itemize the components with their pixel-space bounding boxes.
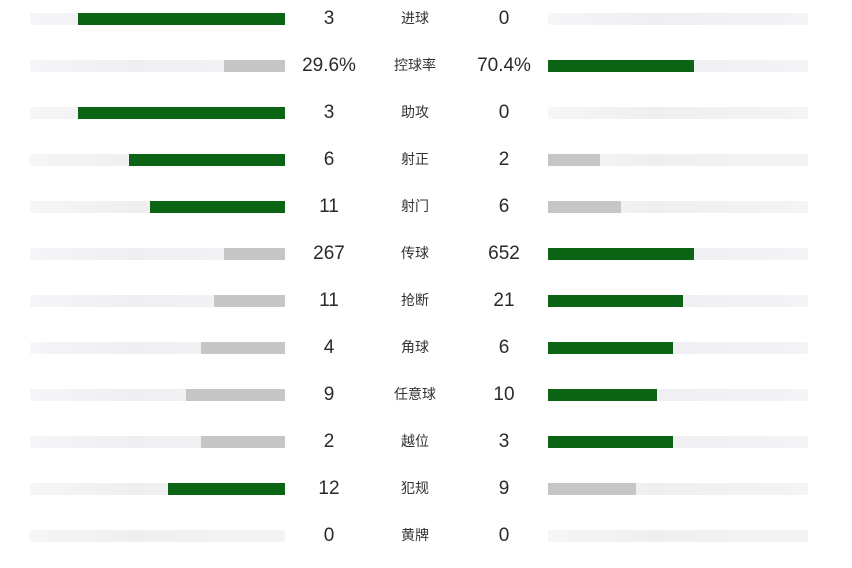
away-bar — [548, 248, 694, 260]
home-bar-track — [30, 248, 285, 260]
away-bar — [548, 436, 673, 448]
stat-row: 267 传球 652 — [0, 235, 852, 282]
home-bar — [200, 342, 285, 354]
away-value: 6 — [498, 337, 510, 358]
home-value: 0 — [323, 525, 335, 546]
away-bar — [548, 201, 621, 213]
home-bar-track — [30, 389, 285, 401]
stat-row: 6 射正 2 — [0, 141, 852, 188]
stat-row: 4 角球 6 — [0, 329, 852, 376]
stat-label: 进球 — [401, 11, 429, 27]
stat-row: 9 任意球 10 — [0, 376, 852, 423]
home-value: 12 — [318, 478, 340, 499]
home-bar — [78, 107, 285, 119]
home-value: 11 — [319, 196, 339, 217]
home-bar-track — [30, 154, 285, 166]
away-bar-track — [548, 13, 808, 25]
away-value: 3 — [498, 431, 510, 452]
home-value: 3 — [323, 8, 335, 29]
stat-label: 任意球 — [394, 387, 436, 403]
home-value: 9 — [323, 384, 335, 405]
home-bar — [200, 436, 285, 448]
home-value: 267 — [313, 243, 345, 264]
home-bar-track — [30, 530, 285, 542]
away-value: 652 — [488, 243, 520, 264]
home-bar — [213, 295, 285, 307]
away-bar-track — [548, 342, 808, 354]
away-bar — [548, 60, 694, 72]
home-value: 2 — [323, 431, 335, 452]
home-bar-track — [30, 436, 285, 448]
away-bar-track — [548, 389, 808, 401]
away-bar-track — [548, 60, 808, 72]
home-bar-track — [30, 342, 285, 354]
away-bar-track — [548, 201, 808, 213]
stat-row: 11 射门 6 — [0, 188, 852, 235]
away-value: 6 — [498, 196, 510, 217]
stat-row: 3 助攻 0 — [0, 94, 852, 141]
away-bar — [548, 483, 637, 495]
stat-label: 犯规 — [401, 481, 429, 497]
home-value: 29.6% — [302, 55, 356, 76]
home-bar — [185, 389, 285, 401]
home-bar-track — [30, 483, 285, 495]
away-value: 9 — [498, 478, 510, 499]
home-bar-track — [30, 13, 285, 25]
away-bar — [548, 389, 658, 401]
away-value: 21 — [493, 290, 515, 311]
home-value: 4 — [323, 337, 335, 358]
stat-row: 29.6% 控球率 70.4% — [0, 47, 852, 94]
stat-row: 12 犯规 9 — [0, 470, 852, 517]
stat-label: 黄牌 — [401, 528, 429, 544]
home-bar — [167, 483, 285, 495]
stat-label: 射正 — [401, 152, 429, 168]
stat-row: 3 进球 0 — [0, 0, 852, 47]
away-value: 70.4% — [477, 55, 531, 76]
away-value: 0 — [498, 8, 510, 29]
away-bar-track — [548, 530, 808, 542]
home-bar-track — [30, 201, 285, 213]
stat-label: 射门 — [401, 199, 429, 215]
away-bar-track — [548, 483, 808, 495]
home-bar-track — [30, 295, 285, 307]
stat-label: 越位 — [401, 434, 429, 450]
home-value: 6 — [323, 149, 335, 170]
home-bar — [223, 60, 285, 72]
away-bar — [548, 295, 684, 307]
stat-label: 控球率 — [394, 58, 436, 74]
home-bar-track — [30, 107, 285, 119]
away-value: 0 — [498, 102, 510, 123]
away-bar — [548, 154, 600, 166]
stat-label: 助攻 — [401, 105, 429, 121]
stat-label: 抢断 — [401, 293, 429, 309]
stat-label: 传球 — [401, 246, 429, 262]
away-bar-track — [548, 154, 808, 166]
home-bar-track — [30, 60, 285, 72]
home-bar — [78, 13, 285, 25]
away-bar-track — [548, 436, 808, 448]
home-value: 3 — [323, 102, 335, 123]
away-value: 10 — [493, 384, 515, 405]
away-bar-track — [548, 295, 808, 307]
home-value: 11 — [319, 290, 339, 311]
away-bar-track — [548, 248, 808, 260]
home-bar — [149, 201, 285, 213]
stat-row: 0 黄牌 0 — [0, 517, 852, 564]
stat-label: 角球 — [401, 340, 429, 356]
away-bar — [548, 342, 673, 354]
away-value: 2 — [498, 149, 510, 170]
away-value: 0 — [498, 525, 510, 546]
stat-row: 2 越位 3 — [0, 423, 852, 470]
stat-row: 11 抢断 21 — [0, 282, 852, 329]
away-bar-track — [548, 107, 808, 119]
home-bar — [129, 154, 285, 166]
home-bar — [223, 248, 285, 260]
